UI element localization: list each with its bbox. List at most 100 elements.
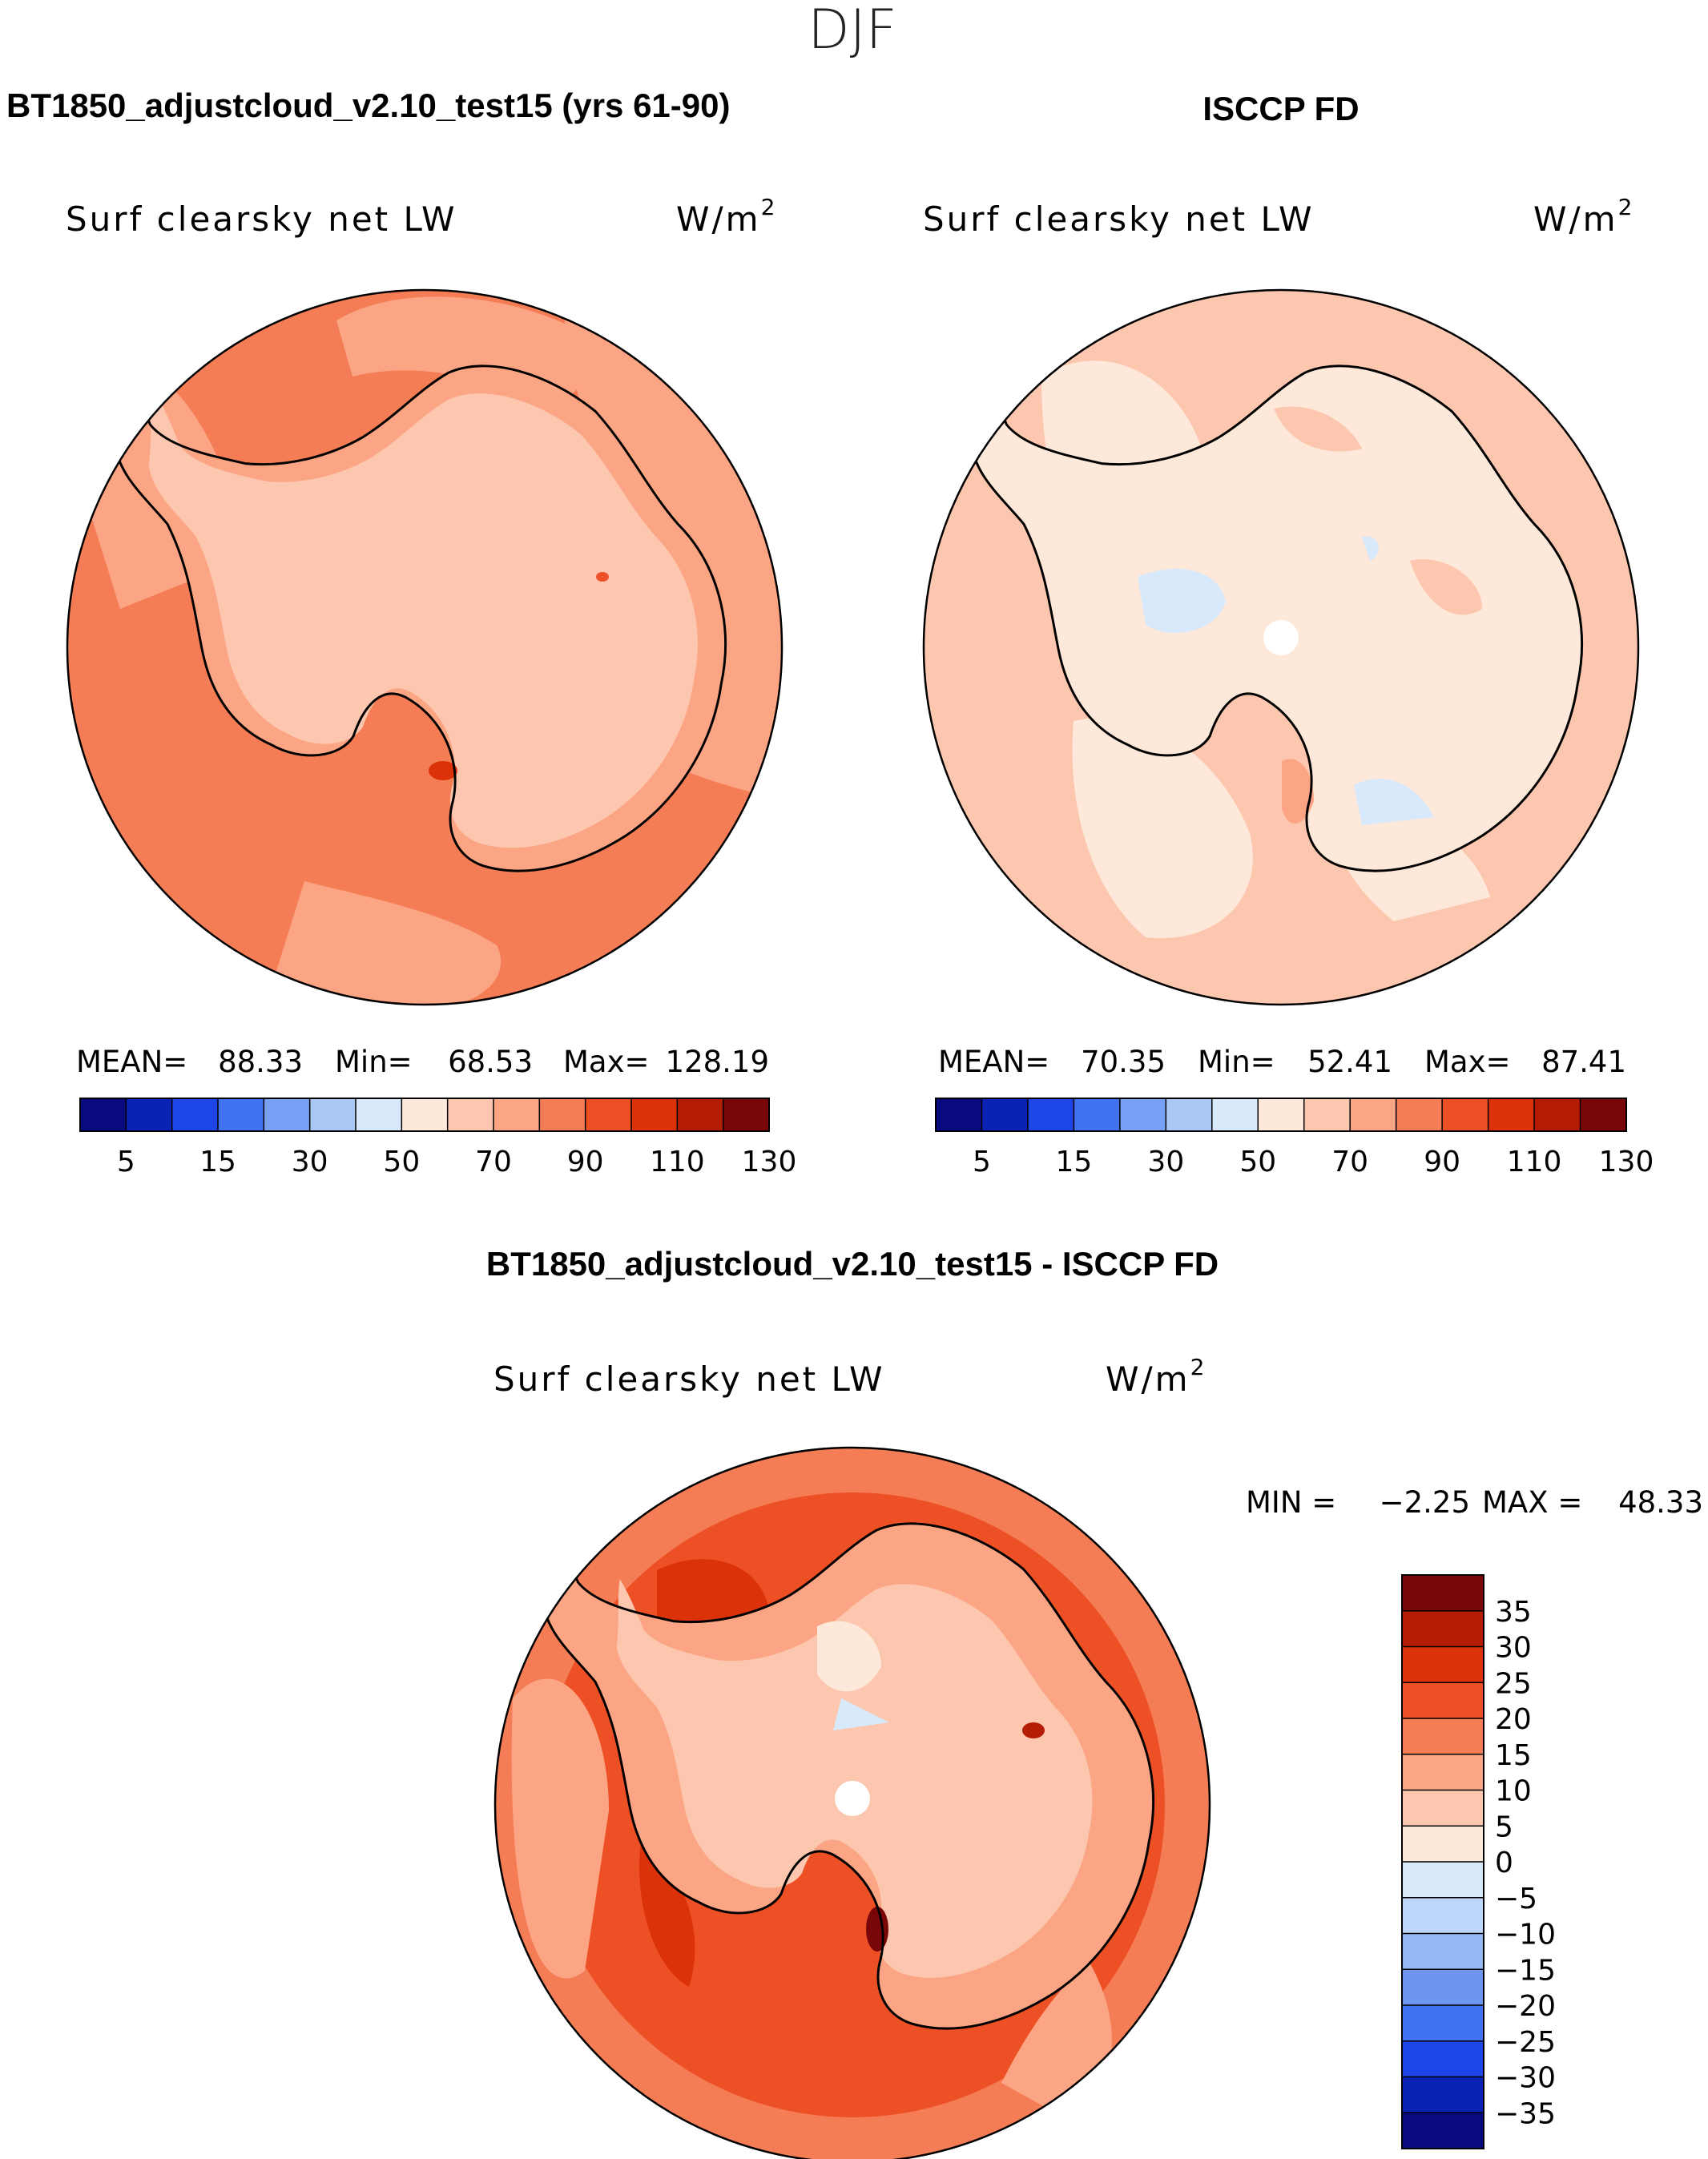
contour-region — [1274, 406, 1362, 452]
contour-region — [1022, 1722, 1045, 1738]
colorbar-swatch — [1402, 1933, 1484, 1970]
colorbar-swatch — [264, 1098, 311, 1131]
colorbar-swatch — [309, 1098, 357, 1131]
colorbar-tick-label: 35 — [1495, 1596, 1532, 1629]
min-label: MIN = — [1246, 1485, 1336, 1520]
colorbar-swatch — [1402, 1575, 1484, 1612]
variable-label: Surf clearsky net LW — [66, 199, 457, 239]
colorbar-tick-label: 5 — [1495, 1811, 1513, 1843]
colorbar-swatch — [1402, 1646, 1484, 1683]
colorbar-swatch — [1402, 1610, 1484, 1648]
contour-region — [817, 1621, 881, 1692]
mean-value: 70.35 — [1081, 1045, 1166, 1079]
colorbar-tick-label: 50 — [383, 1146, 420, 1178]
max-label: Max= — [1424, 1045, 1511, 1079]
units-label: W/m2 — [1106, 1354, 1206, 1399]
colorbar-swatch — [356, 1098, 402, 1131]
contour-region — [429, 761, 457, 780]
colorbar-swatch — [1402, 2076, 1484, 2113]
max-value: 87.41 — [1541, 1045, 1626, 1079]
colorbar-swatch — [1119, 1098, 1166, 1131]
map-border — [922, 288, 1640, 1006]
colorbar: 5 15 30 50 70 90 110 130 — [79, 1098, 797, 1178]
colorbar-tick-label: 30 — [292, 1146, 328, 1178]
units-label: W/m2 — [1533, 194, 1634, 239]
colorbar-tick-label: 30 — [1495, 1632, 1532, 1665]
contour-region — [1282, 759, 1314, 824]
contour-region — [596, 572, 609, 582]
contour-region — [639, 1843, 695, 1987]
colorbar-tick-label: 5 — [117, 1146, 135, 1178]
colorbar-swatch — [447, 1098, 494, 1131]
colorbar-swatch — [493, 1098, 540, 1131]
panel-observation: ISCCP FD Surf clearsky net LW W/m2 MEAN=… — [922, 90, 1654, 1178]
colorbar-swatch — [1074, 1098, 1121, 1131]
missing-data-pole — [835, 1781, 870, 1816]
colorbar-tick-label: 15 — [1495, 1739, 1532, 1772]
colorbar-swatch — [1442, 1098, 1489, 1131]
map — [924, 290, 1638, 1005]
colorbar-swatch — [1350, 1098, 1397, 1131]
colorbar-tick-label: 130 — [1599, 1146, 1654, 1178]
colorbar-tick-label: 15 — [199, 1146, 236, 1178]
colorbar-tick-label: 25 — [1495, 1667, 1532, 1700]
missing-data-pole — [1263, 620, 1299, 655]
max-value: 128.19 — [666, 1045, 769, 1079]
colorbar-swatch — [1534, 1098, 1581, 1131]
mean-label: MEAN= — [938, 1045, 1049, 1079]
colorbar-swatch — [126, 1098, 173, 1131]
colorbar-tick-label: 110 — [1507, 1146, 1562, 1178]
contour-region — [1410, 559, 1482, 615]
max-label: MAX = — [1482, 1485, 1582, 1520]
colorbar-swatch — [1488, 1098, 1535, 1131]
colorbar-tick-label: 0 — [1495, 1847, 1513, 1879]
colorbar-swatch — [1402, 1862, 1484, 1899]
colorbar-swatch — [631, 1098, 678, 1131]
colorbar-swatch — [1402, 1754, 1484, 1791]
colorbar-swatch — [1580, 1098, 1627, 1131]
map-border — [493, 1446, 1211, 2159]
colorbar-swatch — [1402, 1682, 1484, 1719]
colorbar-tick-label: 50 — [1239, 1146, 1276, 1178]
colorbar-swatch — [171, 1098, 219, 1131]
min-value: 52.41 — [1307, 1045, 1392, 1079]
panel-model: BT1850_adjustcloud_v2.10_test15 (yrs 61-… — [6, 87, 796, 1178]
colorbar-frame — [935, 1098, 1627, 1132]
variable-label: Surf clearsky net LW — [493, 1359, 885, 1399]
colorbar-swatch — [1402, 1897, 1484, 1935]
colorbar-swatch — [1402, 1790, 1484, 1827]
colorbar-swatch — [1402, 2005, 1484, 2042]
colorbar-tick-label: 15 — [1055, 1146, 1092, 1178]
colorbar-tick-label: −25 — [1495, 2026, 1556, 2059]
colorbar-tick-label: 20 — [1495, 1703, 1532, 1736]
colorbar-swatch — [1402, 1969, 1484, 2006]
colorbar-tick-label: 70 — [1331, 1146, 1368, 1178]
mean-value: 88.33 — [218, 1045, 303, 1079]
colorbar-swatch — [401, 1098, 449, 1131]
map-border — [66, 288, 784, 1006]
colorbar-frame — [79, 1098, 770, 1132]
colorbar: 5 15 30 50 70 90 110 130 — [935, 1098, 1654, 1178]
colorbar-tick-label: −15 — [1495, 1954, 1556, 1987]
colorbar-swatch — [981, 1098, 1029, 1131]
panel-title: ISCCP FD — [1202, 90, 1359, 127]
panel-difference: BT1850_adjustcloud_v2.10_test15 - ISCCP … — [486, 1245, 1703, 2159]
colorbar-swatch — [1166, 1098, 1213, 1131]
colorbar-swatch — [1402, 1718, 1484, 1755]
map — [67, 290, 782, 1005]
colorbar-swatch — [1027, 1098, 1074, 1131]
colorbar-tick-label: 5 — [973, 1146, 991, 1178]
colorbar-swatch — [80, 1098, 127, 1131]
colorbar-tick-label: −30 — [1495, 2062, 1556, 2095]
colorbar-swatch — [1402, 2040, 1484, 2078]
colorbar-swatch — [1303, 1098, 1351, 1131]
colorbar-swatch — [936, 1098, 983, 1131]
colorbar-tick-label: 130 — [742, 1146, 797, 1178]
contour-region — [866, 1907, 888, 1952]
colorbar-swatch — [1211, 1098, 1259, 1131]
colorbar-tick-label: 10 — [1495, 1775, 1532, 1808]
colorbar-tick-label: 70 — [475, 1146, 512, 1178]
contour-region — [511, 1678, 609, 1979]
